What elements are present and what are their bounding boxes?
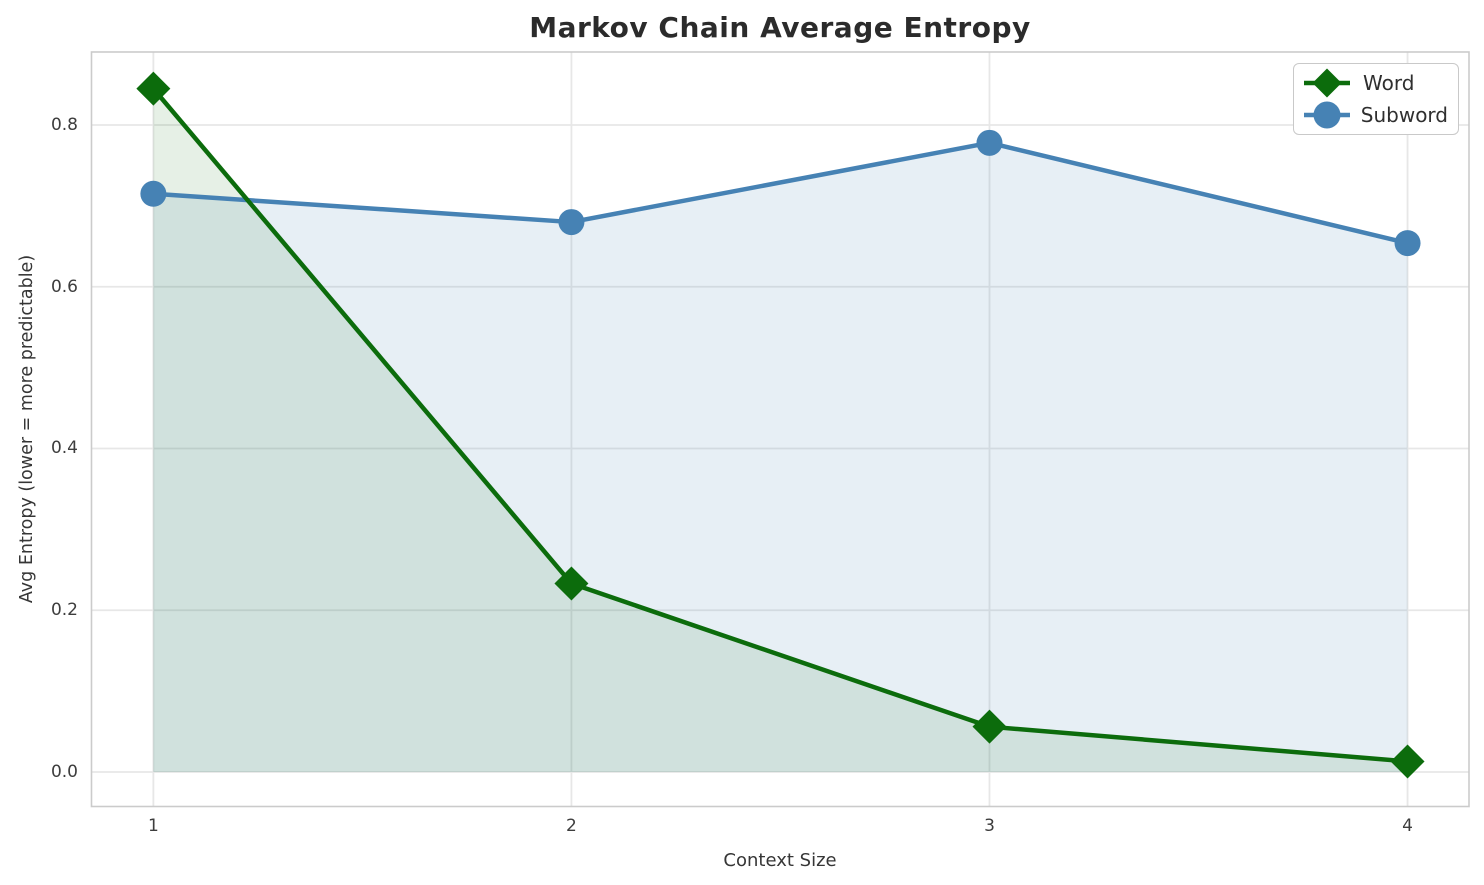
x-tick-label: 1 bbox=[147, 816, 159, 836]
series-line-word bbox=[151, 86, 1410, 764]
x-tick-label: 3 bbox=[984, 816, 995, 836]
marker-circle-subword[interactable] bbox=[976, 129, 1003, 156]
plot-border bbox=[90, 51, 1470, 808]
area-fill-word bbox=[153, 88, 1408, 772]
legend-entry-subword: Subword bbox=[1301, 99, 1448, 131]
y-tick-label: 0.2 bbox=[50, 600, 78, 621]
marker-circle-subword[interactable] bbox=[558, 209, 585, 236]
legend: Word Subword bbox=[1293, 63, 1459, 135]
series-line-subword bbox=[151, 140, 1410, 246]
x-axis-label: Context Size bbox=[723, 850, 837, 871]
legend-label-subword: Subword bbox=[1360, 103, 1448, 127]
y-tick-label: 0.0 bbox=[50, 761, 78, 782]
area-fill-subword bbox=[153, 142, 1408, 772]
legend-entry-word: Word bbox=[1301, 67, 1448, 99]
x-tick-label: 4 bbox=[1402, 816, 1413, 836]
marker-circle-subword[interactable] bbox=[1394, 230, 1421, 257]
y-tick-label: 0.6 bbox=[50, 276, 78, 297]
x-tick-label: 2 bbox=[566, 816, 577, 836]
marker-diamond-word[interactable] bbox=[554, 566, 589, 601]
y-tick-label: 0.4 bbox=[50, 438, 78, 459]
word-line-diamond-icon bbox=[1304, 68, 1350, 98]
marker-diamond-word[interactable] bbox=[1390, 744, 1425, 779]
legend-label-word: Word bbox=[1363, 71, 1415, 95]
y-tick-label: 0.8 bbox=[50, 115, 78, 136]
marker-diamond-word[interactable] bbox=[972, 709, 1007, 744]
y-axis-label: Avg Entropy (lower = more predictable) bbox=[17, 254, 37, 604]
marker-circle-subword[interactable] bbox=[140, 180, 167, 207]
chart-title: Markov Chain Average Entropy bbox=[529, 11, 1031, 44]
marker-diamond-word[interactable] bbox=[136, 71, 171, 106]
subword-line-circle-icon bbox=[1304, 101, 1350, 129]
